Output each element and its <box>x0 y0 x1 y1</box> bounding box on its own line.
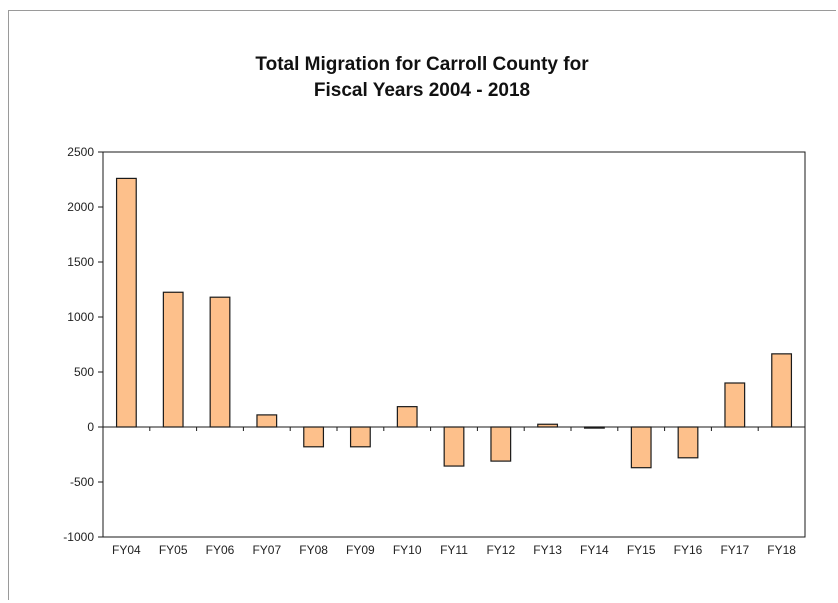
bar-FY04 <box>115 177 137 428</box>
bar-FY17 <box>724 382 746 428</box>
bar-FY15 <box>630 426 652 469</box>
x-tick-label: FY13 <box>533 543 562 557</box>
x-tick-label: FY18 <box>767 543 796 557</box>
x-tick-label: FY14 <box>580 543 609 557</box>
chart-title: Total Migration for Carroll County for F… <box>8 52 836 104</box>
x-tick-label: FY07 <box>252 543 281 557</box>
y-tick-label: 2500 <box>67 145 94 159</box>
bar-FY05 <box>162 291 184 428</box>
x-tick-label: FY12 <box>486 543 515 557</box>
x-tick-label: FY16 <box>674 543 703 557</box>
x-tick-label: FY08 <box>299 543 328 557</box>
y-tick-label: -500 <box>70 475 94 489</box>
x-tick-label: FY15 <box>627 543 656 557</box>
y-tick-label: -1000 <box>63 530 94 544</box>
chart-frame <box>8 10 836 600</box>
y-tick-label: 500 <box>74 365 94 379</box>
y-tick-label: 0 <box>87 420 94 434</box>
x-tick-label: FY06 <box>206 543 235 557</box>
x-tick-label: FY05 <box>159 543 188 557</box>
x-tick-label: FY09 <box>346 543 375 557</box>
bar-FY09 <box>349 426 371 448</box>
bar-FY10 <box>396 406 418 428</box>
y-tick-label: 2000 <box>67 200 94 214</box>
y-tick-label: 1000 <box>67 310 94 324</box>
chart-title-line-2: Fiscal Years 2004 - 2018 <box>313 80 531 101</box>
bar-FY11 <box>443 426 465 467</box>
bar-FY18 <box>771 353 793 428</box>
bar-FY07 <box>256 414 278 428</box>
bar-FY12 <box>490 426 512 462</box>
x-tick-label: FY10 <box>393 543 422 557</box>
x-tick-label: FY11 <box>440 543 468 557</box>
bar-FY16 <box>677 426 699 459</box>
bar-FY06 <box>209 296 231 428</box>
chart-title-line-1: Total Migration for Carroll County for <box>255 54 589 75</box>
x-tick-label: FY17 <box>720 543 749 557</box>
bar-FY08 <box>303 426 325 448</box>
plot-area-border <box>102 151 806 538</box>
x-tick-label: FY04 <box>112 543 141 557</box>
y-tick-label: 1500 <box>67 255 94 269</box>
